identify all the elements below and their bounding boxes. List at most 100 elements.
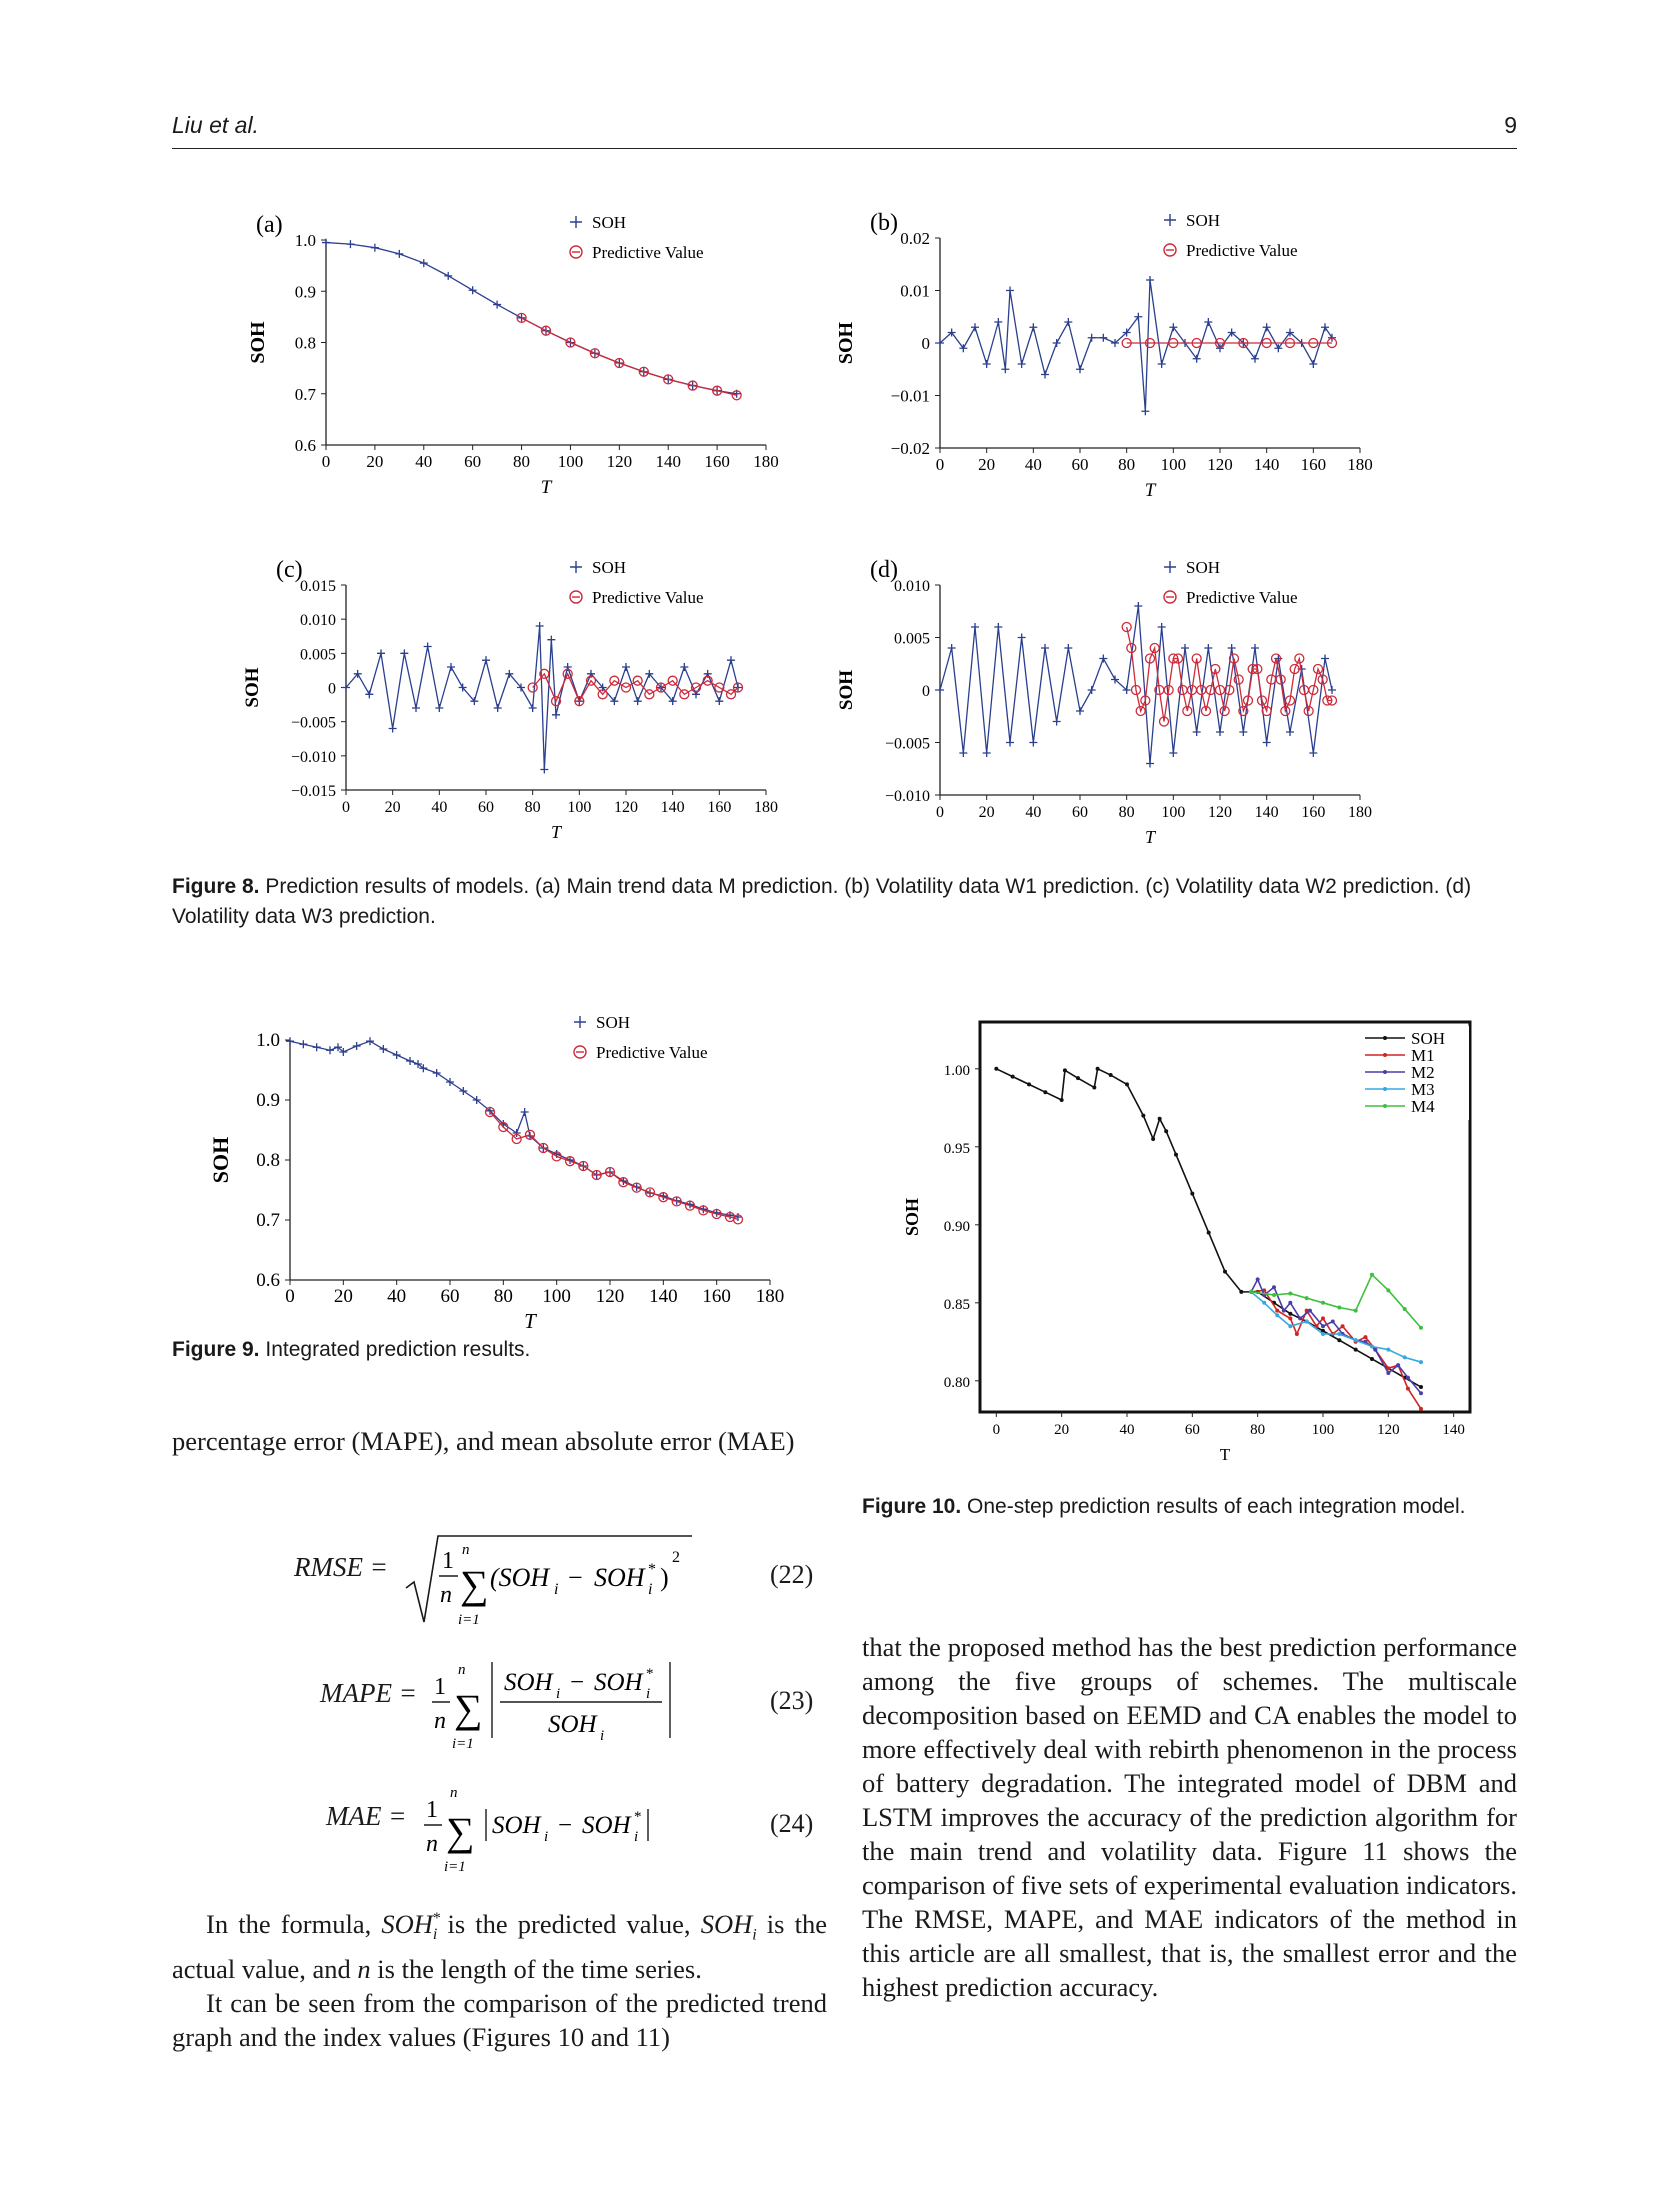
data-point <box>1200 705 1212 717</box>
eq23-number: (23) <box>770 1686 814 1715</box>
data-point <box>524 1129 536 1140</box>
data-point <box>1255 1277 1260 1282</box>
data-point <box>1280 705 1291 717</box>
data-point <box>1092 1085 1097 1090</box>
eq22-body: 1 n n ∑ i=1 (SOH i − SOH * i ) 2 <box>405 1535 692 1628</box>
data-point <box>1288 1316 1293 1321</box>
data-point <box>668 697 677 706</box>
legend-label: Predictive Value <box>1186 241 1298 260</box>
x-tick-label: 0 <box>936 804 944 821</box>
x-tick-label: 0 <box>342 799 350 816</box>
y-axis-label: SOH <box>247 321 269 364</box>
formula-explanation: In the formula, SOH*i is the predicted v… <box>172 1908 827 1985</box>
data-point <box>1304 1319 1309 1324</box>
data-point <box>395 249 404 258</box>
data-point <box>1363 1335 1368 1340</box>
equation-24: MAE = 1 n n ∑ i=1 SOH i − SOH * i (24) <box>290 1775 830 1875</box>
data-point <box>936 686 944 694</box>
data-point <box>1223 1269 1227 1274</box>
data-point <box>1288 1311 1293 1316</box>
data-point <box>346 240 355 249</box>
eq22-number: (22) <box>770 1560 814 1589</box>
x-tick-label: 120 <box>1377 1422 1400 1438</box>
data-point <box>484 1106 496 1118</box>
legend-marker <box>1164 561 1176 573</box>
svg-text:i: i <box>648 1581 652 1598</box>
svg-text:i: i <box>646 1686 650 1702</box>
data-point <box>326 1046 334 1055</box>
data-point <box>512 1129 521 1137</box>
x-tick-label: 100 <box>1161 804 1185 821</box>
svg-text:1: 1 <box>426 1797 438 1823</box>
y-tick-label: 0.80 <box>944 1375 970 1391</box>
data-point <box>727 656 735 665</box>
y-tick-label: −0.005 <box>291 715 336 732</box>
x-tick-label: 40 <box>431 799 447 816</box>
data-point <box>1052 717 1061 726</box>
running-head: Liu et al. 9 <box>172 112 1517 149</box>
data-point <box>614 357 625 369</box>
data-point <box>698 1205 709 1216</box>
legend-marker <box>1164 214 1176 226</box>
eq23-body: 1 n n ∑ i=1 SOH i − SOH * i SOH i <box>432 1662 671 1750</box>
data-point <box>1219 705 1230 717</box>
data-point <box>1204 318 1213 326</box>
data-point <box>589 348 601 359</box>
data-point <box>1386 1288 1391 1293</box>
x-axis-label: T <box>551 822 563 842</box>
data-point <box>446 1078 454 1086</box>
series-line-m4 <box>1251 1273 1422 1329</box>
data-point <box>286 1037 294 1046</box>
data-point <box>1216 728 1224 736</box>
data-point <box>468 286 477 295</box>
figure8-panel-a: (a) 0 20 40 60 80 100 120 140 160 180 0.6 0.7 0.8 0.9 1… <box>247 212 779 498</box>
data-point <box>419 1064 428 1073</box>
svg-text:1: 1 <box>434 1674 446 1700</box>
data-point <box>505 669 514 678</box>
data-point <box>936 339 944 347</box>
data-point <box>1353 1347 1358 1352</box>
x-tick-label: 0 <box>936 455 945 474</box>
data-point <box>1043 1090 1048 1095</box>
data-point <box>655 682 667 693</box>
comparison-paragraph: It can be seen from the comparison of th… <box>172 1988 827 2053</box>
data-point <box>517 683 525 692</box>
data-point <box>633 697 642 706</box>
x-tick-label: 160 <box>702 1286 731 1307</box>
data-point <box>1238 705 1249 717</box>
y-tick-label: 0 <box>922 334 931 353</box>
data-point <box>591 1169 602 1181</box>
data-point <box>365 690 374 699</box>
x-tick-label: 160 <box>1301 804 1325 821</box>
data-point <box>552 710 560 719</box>
data-point <box>1233 674 1244 685</box>
data-point <box>1321 323 1329 332</box>
y-tick-label: 0.005 <box>300 646 336 663</box>
data-point <box>1087 333 1096 342</box>
equation-22: RMSE = 1 n n ∑ i=1 (SOH i − SOH * i ) 2 … <box>290 1530 830 1630</box>
data-point <box>578 1160 589 1172</box>
data-point <box>1321 654 1329 663</box>
equation-23: MAPE = 1 n n ∑ i=1 SOH i − SOH * i SOH i… <box>290 1650 830 1750</box>
x-tick-label: 40 <box>1120 1422 1135 1438</box>
x-tick-label: 100 <box>558 452 584 471</box>
data-point <box>516 312 527 324</box>
data-point <box>1122 328 1131 337</box>
legend-label: SOH <box>1186 211 1220 230</box>
data-point <box>444 271 453 280</box>
data-point <box>1206 1230 1211 1235</box>
data-point <box>1251 354 1259 363</box>
data-point <box>574 696 585 707</box>
svg-text:i: i <box>600 1728 604 1744</box>
data-point <box>732 682 744 693</box>
figure9-caption-text: Integrated prediction results. <box>265 1338 531 1361</box>
legend-label: M1 <box>1411 1046 1435 1065</box>
data-point <box>1340 1324 1345 1329</box>
svg-text:): ) <box>660 1563 669 1592</box>
data-point <box>1272 1285 1276 1290</box>
data-point <box>1274 344 1283 353</box>
data-point <box>1353 1308 1358 1313</box>
data-point <box>1270 653 1282 664</box>
svg-text:i: i <box>554 1581 558 1598</box>
eq22-lhs: RMSE = <box>294 1552 388 1582</box>
